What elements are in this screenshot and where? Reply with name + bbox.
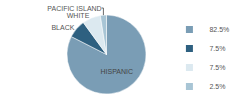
svg-text:82.5%: 82.5% <box>209 26 229 33</box>
svg-text:BLACK: BLACK <box>51 24 74 31</box>
svg-text:7.5%: 7.5% <box>209 64 225 71</box>
svg-text:7.5%: 7.5% <box>209 45 225 52</box>
svg-text:HISPANIC: HISPANIC <box>101 68 134 75</box>
svg-text:2.5%: 2.5% <box>209 83 225 90</box>
svg-text:PACIFIC ISLAND: PACIFIC ISLAND <box>47 5 101 12</box>
svg-text:WHITE: WHITE <box>67 12 90 19</box>
